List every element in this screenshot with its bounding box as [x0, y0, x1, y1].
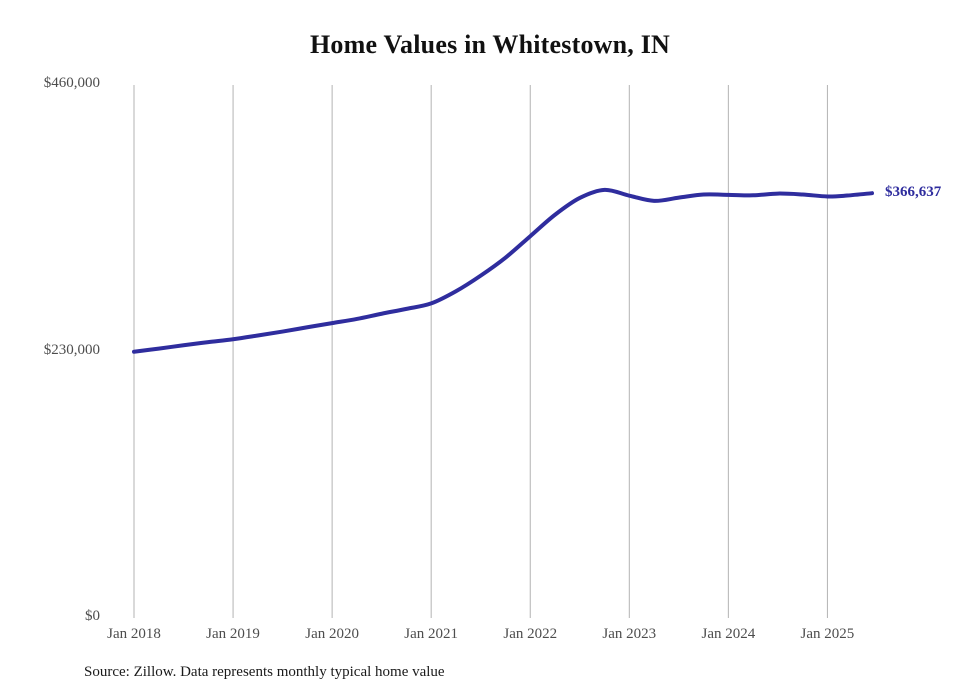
x-tick-label-7: Jan 2025: [800, 626, 855, 642]
series-group: [132, 187, 874, 354]
gridlines-group: [133, 85, 828, 618]
x-tick-label-6: Jan 2024: [701, 626, 756, 642]
x-tick-label-2: Jan 2020: [305, 626, 359, 642]
y-tick-label-2: $460,000: [43, 75, 100, 91]
x-tick-label-5: Jan 2023: [602, 626, 657, 642]
y-tick-label-0: $0: [85, 608, 100, 624]
endpoint-value-label: $366,637: [885, 184, 942, 201]
y-tick-label-1: $230,000: [43, 341, 100, 358]
x-tick-label-3: Jan 2021: [404, 626, 459, 642]
x-tick-label-0: Jan 2018: [107, 626, 161, 642]
series-line-typical-home-value: [132, 187, 874, 354]
x-tick-label-4: Jan 2022: [503, 626, 558, 642]
x-tick-label-1: Jan 2019: [206, 626, 260, 642]
source-note: Source: Zillow. Data represents monthly …: [84, 664, 445, 680]
chart-title: Home Values in Whitestown, IN: [310, 30, 670, 59]
